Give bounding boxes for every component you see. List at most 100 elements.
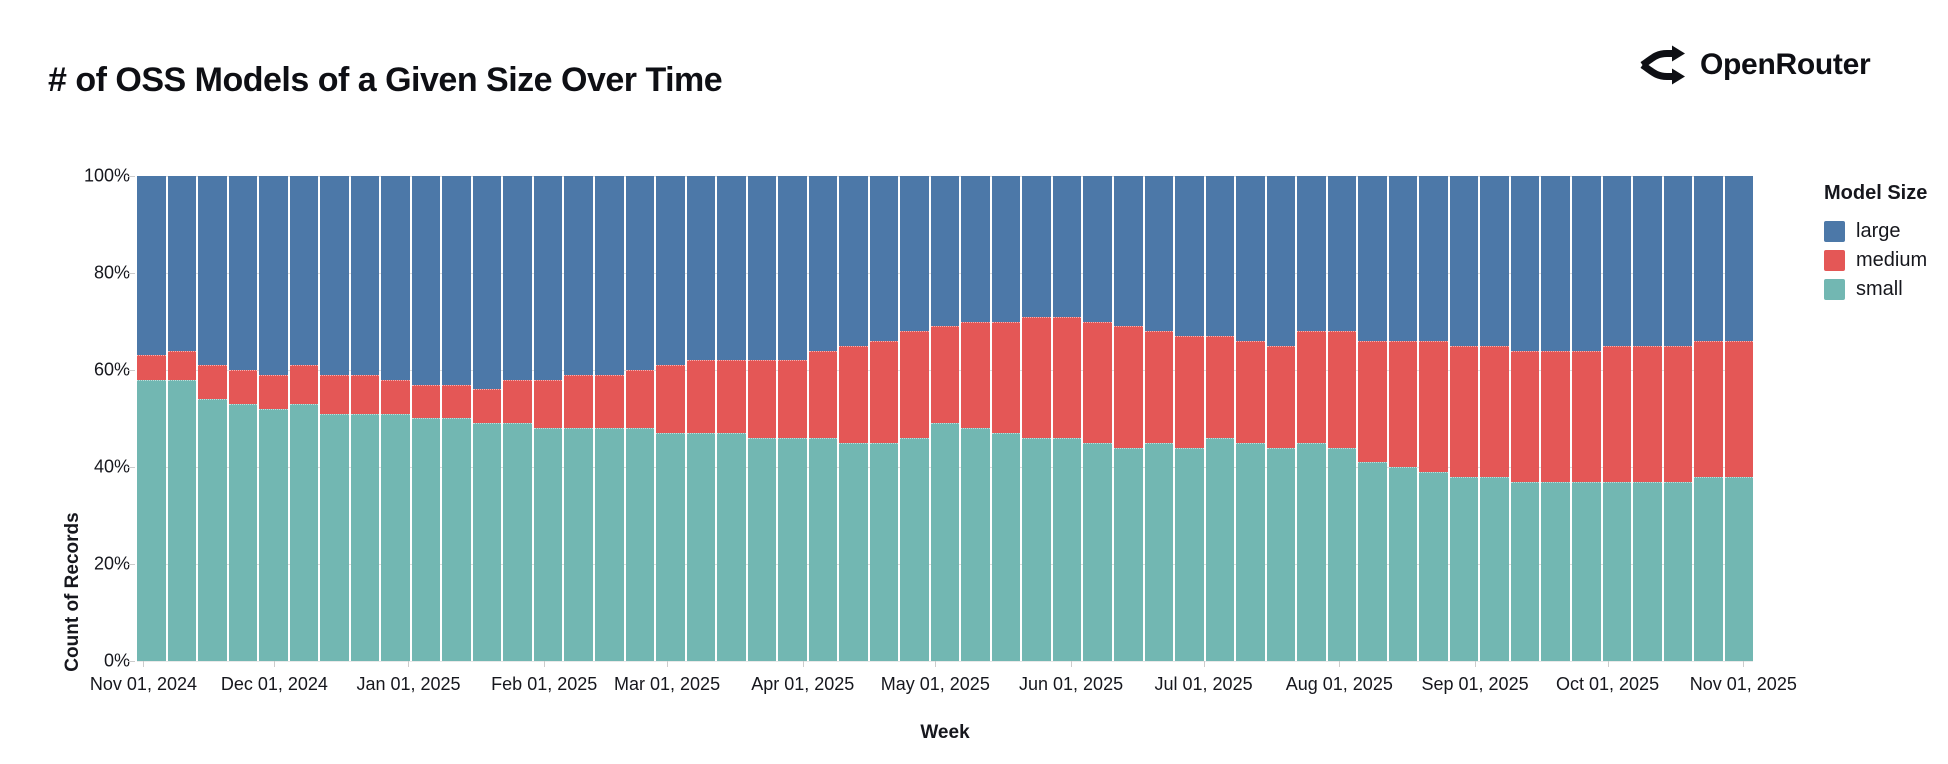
bar-segment-large	[533, 176, 563, 380]
y-tick-label-60%: 60%	[93, 359, 130, 380]
bar-segment-large	[1144, 176, 1174, 332]
bar-segment-large	[1571, 176, 1601, 351]
bar-week-6	[289, 176, 319, 661]
bar-segment-small	[1175, 447, 1204, 661]
bar-segment-large	[1633, 176, 1662, 346]
y-tick-label-0%: 0%	[103, 650, 130, 671]
bar-week-41	[1358, 176, 1387, 661]
bar-week-9	[381, 176, 410, 661]
bar-segment-medium	[717, 360, 746, 434]
legend-title: Model Size	[1824, 182, 1928, 204]
bar-week-13	[503, 176, 532, 661]
bar-segment-medium	[778, 360, 807, 438]
bar-segment-large	[1327, 176, 1357, 332]
bar-week-44	[1449, 176, 1479, 661]
bar-week-26	[900, 176, 929, 661]
bar-segment-large	[1602, 176, 1632, 346]
bar-week-22	[778, 176, 807, 661]
bar-segment-large	[717, 176, 746, 361]
bar-segment-small	[1571, 481, 1601, 661]
bar-week-51	[1663, 176, 1693, 661]
legend: Model Size large medium small	[1824, 182, 1927, 308]
bar-segment-small	[839, 442, 868, 661]
bar-segment-medium	[1052, 316, 1082, 438]
openrouter-route-icon	[1640, 45, 1685, 85]
bar-segment-medium	[533, 379, 563, 429]
x-tick-label: Jan 01, 2025	[356, 674, 461, 694]
bar-segment-medium	[1388, 340, 1418, 467]
bar-segment-small	[167, 379, 197, 661]
bar-week-33	[1114, 176, 1143, 661]
bar-segment-medium	[228, 370, 258, 404]
bar-segment-small	[1602, 481, 1632, 661]
openrouter-logo[interactable]: OpenRouter	[1638, 44, 1871, 86]
y-tick-20%	[128, 564, 135, 565]
bar-segment-large	[1724, 176, 1754, 341]
bar-segment-small	[350, 413, 380, 661]
bar-segment-large	[137, 176, 166, 356]
bar-segment-small	[1114, 447, 1143, 661]
bar-segment-medium	[1358, 340, 1387, 463]
bar-segment-small	[625, 428, 655, 661]
bar-segment-large	[503, 176, 532, 380]
bar-segment-large	[1083, 176, 1112, 322]
bar-segment-medium	[900, 331, 929, 438]
y-tick-label-100%: 100%	[83, 165, 130, 186]
bar-week-16	[594, 176, 624, 661]
bar-segment-medium	[472, 389, 502, 424]
x-tick	[667, 661, 669, 667]
bar-segment-medium	[656, 365, 685, 434]
bar-week-31	[1052, 176, 1082, 661]
bar-segment-medium	[1236, 340, 1265, 443]
bar-segment-large	[1358, 176, 1387, 341]
bar-segment-small	[747, 437, 777, 661]
stacked-bars	[137, 176, 1754, 661]
bar-segment-large	[259, 176, 288, 375]
bar-segment-medium	[350, 374, 380, 414]
bar-segment-small	[411, 418, 441, 661]
bar-segment-medium	[1266, 345, 1296, 448]
bar-segment-small	[1297, 442, 1326, 661]
y-tick-0%	[128, 661, 135, 662]
bar-week-37	[1236, 176, 1265, 661]
bar-segment-large	[1266, 176, 1296, 346]
x-axis-labels: Nov 01, 2024 Dec 01, 2024 Jan 01, 2025 Feb …	[90, 674, 1797, 698]
bar-segment-medium	[1083, 321, 1112, 443]
bar-segment-medium	[411, 384, 441, 419]
bar-segment-small	[1083, 442, 1112, 661]
bar-segment-medium	[625, 370, 655, 429]
bar-segment-small	[320, 413, 349, 661]
bar-segment-large	[381, 176, 410, 380]
bar-segment-large	[1663, 176, 1693, 346]
bar-segment-small	[228, 403, 258, 661]
bar-segment-large	[228, 176, 258, 370]
bar-week-38	[1266, 176, 1296, 661]
bar-segment-medium	[1724, 340, 1754, 477]
bar-segment-large	[1114, 176, 1143, 327]
bar-segment-small	[1327, 447, 1357, 661]
bar-segment-medium	[1419, 340, 1448, 472]
bar-segment-medium	[1633, 345, 1662, 482]
bar-week-12	[472, 176, 502, 661]
x-tick-label: Sep 01, 2025	[1421, 674, 1529, 694]
bar-week-49	[1602, 176, 1632, 661]
bar-segment-large	[1205, 176, 1235, 337]
bar-segment-medium	[1510, 350, 1540, 482]
bar-segment-large	[1297, 176, 1326, 332]
bar-week-27	[930, 176, 960, 661]
bar-week-17	[625, 176, 655, 661]
bar-segment-small	[137, 379, 166, 661]
bar-week-25	[869, 176, 899, 661]
bar-segment-large	[594, 176, 624, 375]
bar-segment-small	[900, 437, 929, 661]
bar-week-40	[1327, 176, 1357, 661]
bar-segment-medium	[167, 350, 197, 380]
x-tick-label: Feb 01, 2025	[491, 674, 598, 694]
bar-segment-small	[472, 423, 502, 661]
bar-segment-large	[1236, 176, 1265, 341]
x-tick-label: Mar 01, 2025	[614, 674, 721, 694]
bar-segment-small	[1052, 437, 1082, 661]
bar-segment-medium	[137, 355, 166, 380]
x-tick	[544, 661, 546, 667]
bar-week-46	[1510, 176, 1540, 661]
